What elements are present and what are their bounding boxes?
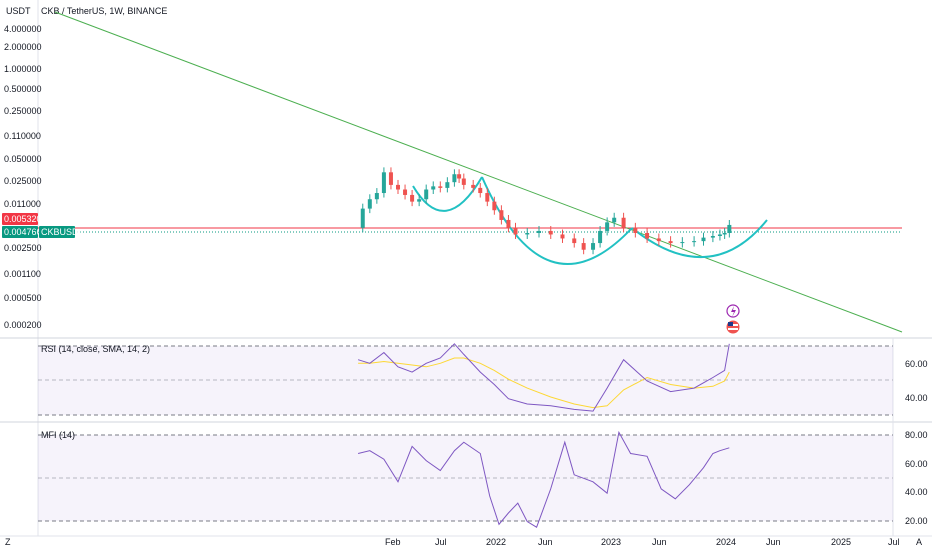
- time-tick: 2023: [601, 537, 621, 547]
- rsi-tick: 40.00: [905, 393, 928, 403]
- time-tick: Jun: [538, 537, 553, 547]
- rsi-line: [357, 343, 730, 412]
- time-tick: Jun: [652, 537, 667, 547]
- candle-body: [396, 184, 401, 190]
- candle-body: [701, 237, 706, 242]
- price-axis: 4.000000 2.000000 1.000000 0.500000 0.25…: [4, 24, 42, 330]
- price-tick: 0.050000: [4, 154, 42, 164]
- candle-body: [374, 193, 379, 200]
- candle-body: [452, 174, 457, 183]
- price-tick: 0.000500: [4, 293, 42, 303]
- candle-body: [492, 201, 497, 211]
- candle-body: [536, 230, 541, 234]
- candle-body: [457, 174, 462, 179]
- candle-body: [525, 233, 530, 235]
- mfi-tick: 20.00: [905, 516, 928, 526]
- corner-left-label[interactable]: Z: [5, 537, 11, 547]
- candle-body: [403, 189, 408, 195]
- us-flag-icon[interactable]: [726, 320, 740, 334]
- price-tick: 0.011000: [4, 199, 41, 209]
- price-tick: 0.025000: [4, 176, 42, 186]
- candle-body: [560, 234, 565, 239]
- candle-body: [381, 172, 386, 194]
- price-tick: 0.250000: [4, 106, 42, 116]
- candle-body: [388, 172, 393, 185]
- current-price-badge: [2, 213, 38, 225]
- symbol-badge: [39, 226, 75, 238]
- candle-body: [360, 208, 365, 228]
- candle-body: [499, 210, 504, 220]
- cup-right-curve: [631, 219, 768, 258]
- candle-body: [727, 224, 732, 234]
- candle-body: [633, 227, 638, 234]
- candle-body: [513, 227, 518, 235]
- candle-body: [581, 243, 586, 250]
- price-tick: 2.000000: [4, 42, 42, 52]
- candle-body: [417, 199, 422, 202]
- candle-body: [410, 194, 415, 202]
- time-tick: 2024: [716, 537, 736, 547]
- candle-body: [506, 219, 511, 228]
- mfi-tick: 80.00: [905, 430, 928, 440]
- candle-body: [367, 199, 372, 209]
- candles-group: [360, 167, 732, 255]
- trendline: [54, 11, 903, 333]
- candle-body: [598, 230, 603, 244]
- candle-body: [710, 235, 715, 238]
- rsi-ma-line: [358, 357, 730, 409]
- symbol-price-badge: [2, 226, 38, 238]
- candle-body: [461, 178, 466, 185]
- candle-body: [445, 182, 450, 188]
- candle-body: [548, 230, 553, 235]
- mfi-line: [357, 430, 730, 528]
- time-tick: Jul: [888, 537, 900, 547]
- candle-body: [478, 187, 483, 194]
- price-tick: 0.001100: [4, 269, 41, 279]
- candle-body: [424, 189, 429, 200]
- price-tick: 0.500000: [4, 84, 42, 94]
- price-currency-label: USDT: [6, 6, 31, 16]
- candle-body: [471, 184, 476, 188]
- candle-body: [722, 233, 727, 235]
- cup-left-curve: [412, 176, 483, 212]
- rsi-title: RSI (14, close, SMA, 14, 2): [41, 344, 150, 354]
- time-tick: Jun: [766, 537, 781, 547]
- time-axis: Feb Jul 2022 Jun 2023 Jun 2024 Jun 2025 …: [385, 537, 900, 547]
- lightning-icon[interactable]: [726, 304, 740, 318]
- price-tick: 0.000200: [4, 320, 42, 330]
- time-tick: 2025: [831, 537, 851, 547]
- candle-body: [438, 186, 443, 188]
- candle-body: [621, 217, 626, 228]
- corner-right-label[interactable]: A: [916, 537, 922, 547]
- symbol-label: CKBUSDT: [41, 227, 85, 237]
- time-tick: Feb: [385, 537, 401, 547]
- price-tick: 4.000000: [4, 24, 42, 34]
- cup-main-curve: [481, 176, 633, 265]
- mfi-title: MFI (14): [41, 430, 75, 440]
- price-tick: 0.002500: [4, 243, 42, 253]
- mfi-tick: 40.00: [905, 487, 928, 497]
- candle-body: [717, 234, 722, 236]
- time-tick: 2022: [486, 537, 506, 547]
- candle-body: [431, 186, 436, 190]
- symbol-price-label: 0.004766: [4, 227, 42, 237]
- candle-body: [656, 238, 661, 242]
- price-tick: 0.110000: [4, 131, 41, 141]
- candle-body: [485, 193, 490, 202]
- candle-body: [612, 217, 617, 223]
- candle-body: [692, 241, 697, 243]
- price-tick: 1.000000: [4, 64, 42, 74]
- rsi-tick: 60.00: [905, 359, 928, 369]
- current-price-label: 0.005320: [4, 214, 42, 224]
- mfi-tick: 60.00: [905, 459, 928, 469]
- candle-body: [668, 241, 673, 244]
- candle-body: [605, 222, 610, 231]
- chart-title: CKB / TetherUS, 1W, BINANCE: [41, 6, 167, 16]
- candle-body: [572, 238, 577, 244]
- candle-body: [645, 233, 650, 239]
- candle-body: [680, 242, 685, 244]
- candle-body: [591, 243, 596, 250]
- time-tick: Jul: [435, 537, 447, 547]
